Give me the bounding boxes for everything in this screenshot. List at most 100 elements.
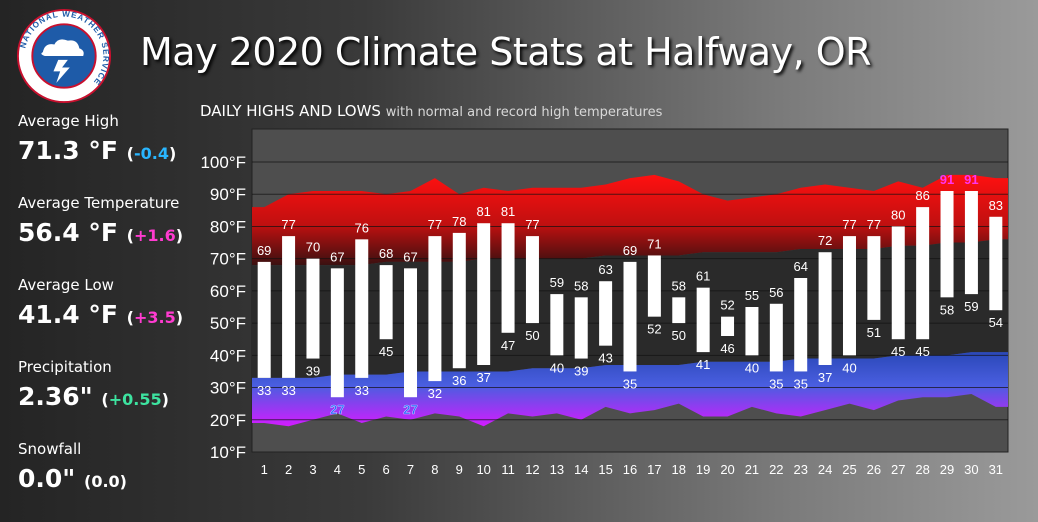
high-label: 71: [647, 236, 661, 251]
high-label: 86: [915, 188, 929, 203]
temp-bar: [282, 236, 296, 378]
x-tick-label: 1: [261, 462, 268, 477]
low-label: 39: [574, 364, 588, 379]
x-tick-label: 9: [456, 462, 463, 477]
x-tick-label: 20: [720, 462, 734, 477]
x-tick-label: 28: [915, 462, 929, 477]
temp-bar: [940, 191, 954, 298]
temp-bar: [379, 265, 393, 340]
x-tick-label: 26: [867, 462, 881, 477]
temp-bar: [794, 278, 808, 372]
high-label: 67: [403, 249, 417, 264]
stat-label: Average Temperature: [18, 194, 180, 212]
high-label: 70: [306, 240, 320, 255]
record-low-band: [252, 352, 1008, 427]
x-tick-label: 14: [574, 462, 588, 477]
temp-bar: [452, 232, 466, 369]
x-tick-label: 6: [383, 462, 390, 477]
stat-value-text: 0.0": [18, 464, 85, 493]
x-tick-label: 11: [501, 462, 515, 477]
high-label: 77: [428, 217, 442, 232]
high-label: 91: [964, 172, 978, 187]
low-label: 27: [330, 402, 344, 417]
high-label: 91: [940, 172, 954, 187]
low-label: 41: [696, 357, 710, 372]
high-label: 76: [355, 220, 369, 235]
temp-bar: [647, 255, 661, 317]
x-tick-label: 2: [285, 462, 292, 477]
stat-item: Average High 71.3 °F (-0.4): [18, 112, 203, 194]
low-label: 40: [745, 360, 759, 375]
stat-label: Precipitation: [18, 358, 112, 376]
high-label: 59: [550, 275, 564, 290]
stat-value-text: 2.36": [18, 382, 102, 411]
high-label: 77: [281, 217, 295, 232]
temp-bar: [257, 261, 271, 378]
temp-bar: [525, 236, 539, 324]
temp-bar: [623, 261, 637, 372]
low-label: 36: [452, 373, 466, 388]
low-label: 50: [672, 328, 686, 343]
y-tick-label: 90°F: [210, 185, 246, 204]
x-tick-label: 27: [891, 462, 905, 477]
high-label: 68: [379, 246, 393, 261]
chart-subtitle: DAILY HIGHS AND LOWS with normal and rec…: [200, 102, 662, 120]
stat-item: Average Temperature 56.4 °F (+1.6): [18, 194, 203, 276]
temp-bar: [989, 216, 1003, 311]
temp-bar: [745, 307, 759, 356]
high-label: 52: [720, 298, 734, 313]
x-tick-label: 10: [476, 462, 490, 477]
x-tick-label: 19: [696, 462, 710, 477]
stat-value: 0.0" (0.0): [18, 464, 127, 493]
x-tick-label: 13: [550, 462, 564, 477]
stat-item: Precipitation 2.36" (+0.55): [18, 358, 203, 440]
x-tick-label: 30: [964, 462, 978, 477]
chart-subtitle-sub: with normal and record high temperatures: [385, 105, 663, 120]
chart-subtitle-main: DAILY HIGHS AND LOWS: [200, 102, 381, 120]
low-label: 46: [720, 341, 734, 356]
low-label: 33: [257, 383, 271, 398]
high-label: 64: [793, 259, 807, 274]
stats-panel: Average High 71.3 °F (-0.4) Average Temper…: [18, 112, 203, 522]
temp-bar: [721, 316, 735, 336]
low-label: 39: [306, 364, 320, 379]
temp-bar: [550, 294, 564, 356]
low-label: 52: [647, 322, 661, 337]
low-label: 40: [550, 360, 564, 375]
y-tick-label: 50°F: [210, 314, 246, 333]
temp-bar: [355, 239, 369, 378]
temp-bar: [501, 223, 515, 333]
x-tick-label: 29: [940, 462, 954, 477]
temp-bar: [404, 268, 418, 398]
high-label: 83: [989, 198, 1003, 213]
low-label: 45: [915, 344, 929, 359]
x-tick-label: 18: [672, 462, 686, 477]
stat-item: Average Low 41.4 °F (+3.5): [18, 276, 203, 358]
stat-departure: 0.0: [91, 472, 120, 491]
low-label: 27: [403, 402, 417, 417]
cloud-icon: [41, 39, 84, 56]
low-label: 45: [891, 344, 905, 359]
low-label: 50: [525, 328, 539, 343]
high-label: 56: [769, 285, 783, 300]
stat-value: 71.3 °F (-0.4): [18, 136, 177, 165]
high-label: 58: [672, 278, 686, 293]
high-label: 81: [476, 204, 490, 219]
high-label: 58: [574, 278, 588, 293]
x-tick-label: 17: [647, 462, 661, 477]
high-label: 78: [452, 214, 466, 229]
low-label: 32: [428, 386, 442, 401]
stat-value: 56.4 °F (+1.6): [18, 218, 184, 247]
high-label: 77: [867, 217, 881, 232]
high-label: 61: [696, 269, 710, 284]
x-tick-label: 4: [334, 462, 341, 477]
stat-label: Average High: [18, 112, 119, 130]
temp-bar: [599, 281, 613, 346]
x-tick-label: 3: [309, 462, 316, 477]
x-tick-label: 7: [407, 462, 414, 477]
y-tick-label: 60°F: [210, 282, 246, 301]
low-label: 45: [379, 344, 393, 359]
stat-departure: +1.6: [133, 226, 176, 245]
x-tick-label: 16: [623, 462, 637, 477]
